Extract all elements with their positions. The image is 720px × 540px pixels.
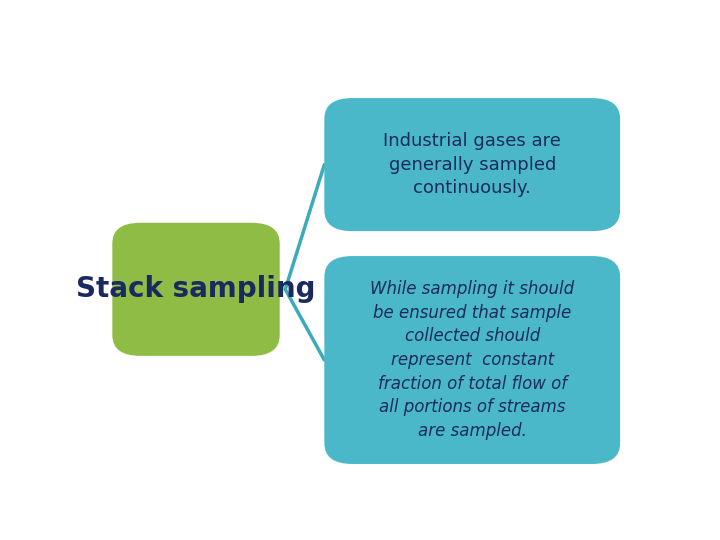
Text: While sampling it should
be ensured that sample
collected should
represent  cons: While sampling it should be ensured that… bbox=[370, 280, 575, 440]
Text: Stack sampling: Stack sampling bbox=[76, 275, 316, 303]
FancyBboxPatch shape bbox=[112, 223, 279, 356]
Text: Industrial gases are
generally sampled
continuously.: Industrial gases are generally sampled c… bbox=[383, 132, 561, 197]
FancyBboxPatch shape bbox=[324, 256, 620, 464]
FancyBboxPatch shape bbox=[324, 98, 620, 231]
